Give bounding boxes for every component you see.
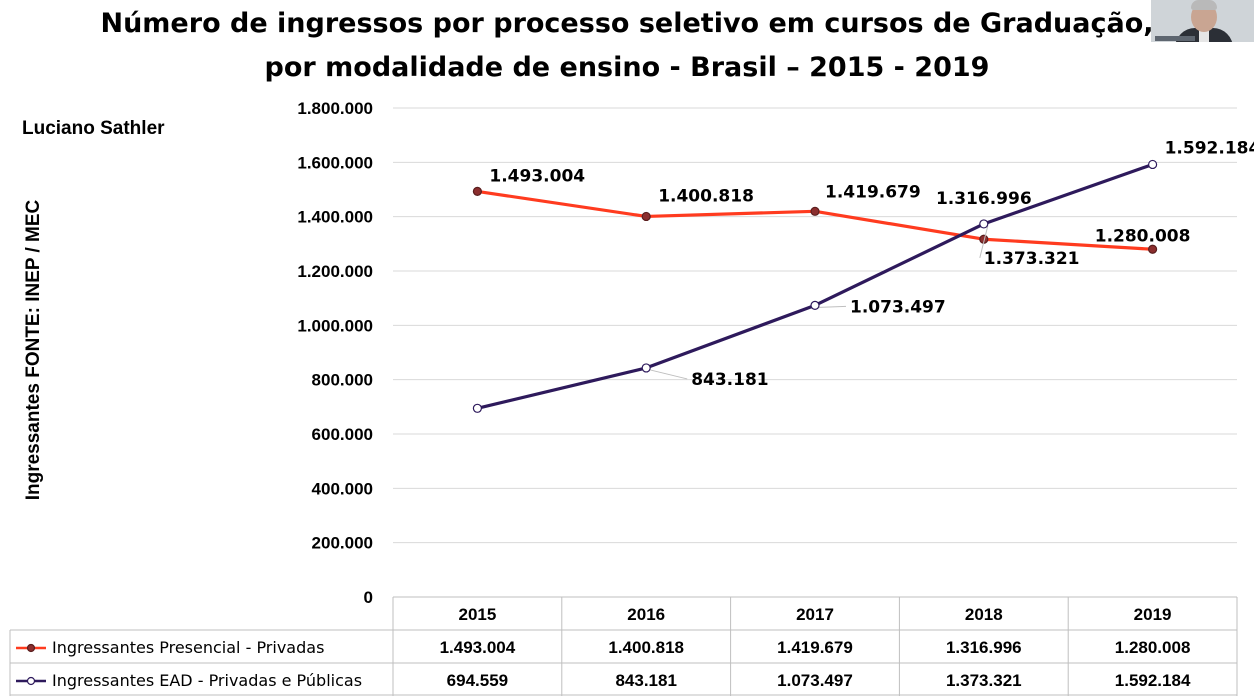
leader-line [818,305,847,308]
chart-title-line-1: Número de ingressos por processo seletiv… [100,8,1154,39]
y-tick-label: 800.000 [312,371,373,390]
leader-line [650,369,688,380]
table-cell: 1.493.004 [440,638,516,657]
chart-title-line-2: por modalidade de ensino - Brasil – 2015… [264,52,990,83]
legend-label: Ingressantes Presencial - Privadas [52,638,324,657]
data-point [641,211,651,222]
data-point [810,300,820,310]
data-point [472,186,482,197]
table-cell: 1.592.184 [1115,671,1191,690]
table-cell: 1.400.818 [608,638,684,657]
table-cell: 694.559 [447,671,508,690]
x-tick-label: 2019 [1134,605,1172,624]
data-point [1147,244,1158,254]
data-point [810,206,820,216]
table-cell: 1.280.008 [1115,638,1191,657]
y-tick-label: 1.600.000 [297,153,373,172]
data-label: 1.280.008 [1095,226,1191,246]
data-point [641,363,651,373]
data-label: 1.419.679 [825,182,921,202]
x-tick-label: 2018 [965,605,1003,624]
x-tick-label: 2016 [627,605,665,624]
data-label: 1.400.818 [658,186,754,206]
chart-title: Número de ingressos por processo seletiv… [0,2,1254,90]
data-point [1147,159,1158,170]
data-point [472,403,482,413]
table-cell: 1.373.321 [946,671,1022,690]
legend-swatch-marker [26,643,36,653]
y-tick-label: 1.800.000 [297,99,373,118]
data-label: 1.592.184 [1165,138,1254,158]
y-tick-label: 200.000 [312,534,373,553]
y-tick-label: 1.200.000 [297,262,373,281]
table-cell: 1.419.679 [777,638,853,657]
table-cell: 1.316.996 [946,638,1022,657]
y-tick-label: 1.000.000 [297,316,373,335]
legend-swatch-marker [26,676,36,686]
data-label: 1.373.321 [984,249,1080,269]
y-tick-label: 600.000 [312,425,373,444]
data-label: 1.493.004 [489,166,585,186]
data-label: 843.181 [691,370,768,390]
data-point [979,219,989,229]
series-line [477,162,1154,410]
x-tick-label: 2017 [796,605,834,624]
legend-label: Ingressantes EAD - Privadas e Públicas [52,671,362,690]
leader-line [979,225,989,259]
y-tick-label: 1.400.000 [297,208,373,227]
webcam-thumbnail [1151,0,1254,42]
table-cell: 1.073.497 [777,671,853,690]
y-tick-label: 0 [364,588,373,607]
y-tick-label: 400.000 [312,479,373,498]
x-tick-label: 2015 [458,605,496,624]
table-cell: 843.181 [615,671,676,690]
author-label: Luciano Sathler [22,118,165,139]
data-label: 1.316.996 [936,189,1032,209]
data-label: 1.073.497 [850,297,946,317]
